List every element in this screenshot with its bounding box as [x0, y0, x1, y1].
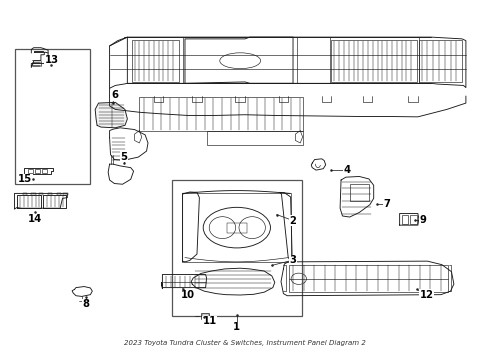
Bar: [331, 40, 417, 82]
Text: 6: 6: [111, 90, 118, 100]
Bar: [172, 180, 302, 316]
Bar: [207, 131, 303, 145]
Bar: [23, 193, 27, 195]
Bar: [401, 215, 408, 224]
Bar: [350, 184, 369, 201]
Text: 7: 7: [383, 199, 390, 209]
Bar: [57, 193, 61, 195]
Bar: [31, 193, 36, 195]
Bar: [39, 193, 43, 195]
Bar: [201, 313, 209, 319]
Bar: [42, 169, 47, 173]
Bar: [419, 40, 462, 82]
Text: 10: 10: [180, 290, 195, 300]
Text: 11: 11: [203, 316, 217, 326]
Text: 15: 15: [18, 174, 32, 184]
Bar: [182, 193, 291, 262]
Text: 2023 Toyota Tundra Cluster & Switches, Instrument Panel Diagram 2: 2023 Toyota Tundra Cluster & Switches, I…: [124, 340, 366, 346]
Text: 12: 12: [419, 290, 434, 300]
Bar: [64, 193, 68, 195]
Bar: [35, 169, 40, 173]
Text: 9: 9: [419, 215, 426, 225]
Text: 4: 4: [343, 165, 350, 175]
Text: 14: 14: [27, 214, 42, 224]
Bar: [202, 314, 209, 319]
Text: 3: 3: [290, 255, 296, 265]
Text: 1: 1: [233, 323, 241, 333]
Polygon shape: [95, 102, 127, 128]
Bar: [289, 265, 448, 292]
Text: 2: 2: [290, 216, 296, 226]
Bar: [410, 215, 417, 224]
Text: 5: 5: [121, 152, 127, 162]
Bar: [16, 49, 90, 184]
Bar: [139, 97, 303, 131]
Bar: [48, 193, 52, 195]
Bar: [227, 223, 247, 233]
Text: 8: 8: [82, 299, 89, 309]
Bar: [28, 169, 33, 173]
Bar: [132, 40, 179, 82]
Text: 13: 13: [45, 55, 58, 65]
